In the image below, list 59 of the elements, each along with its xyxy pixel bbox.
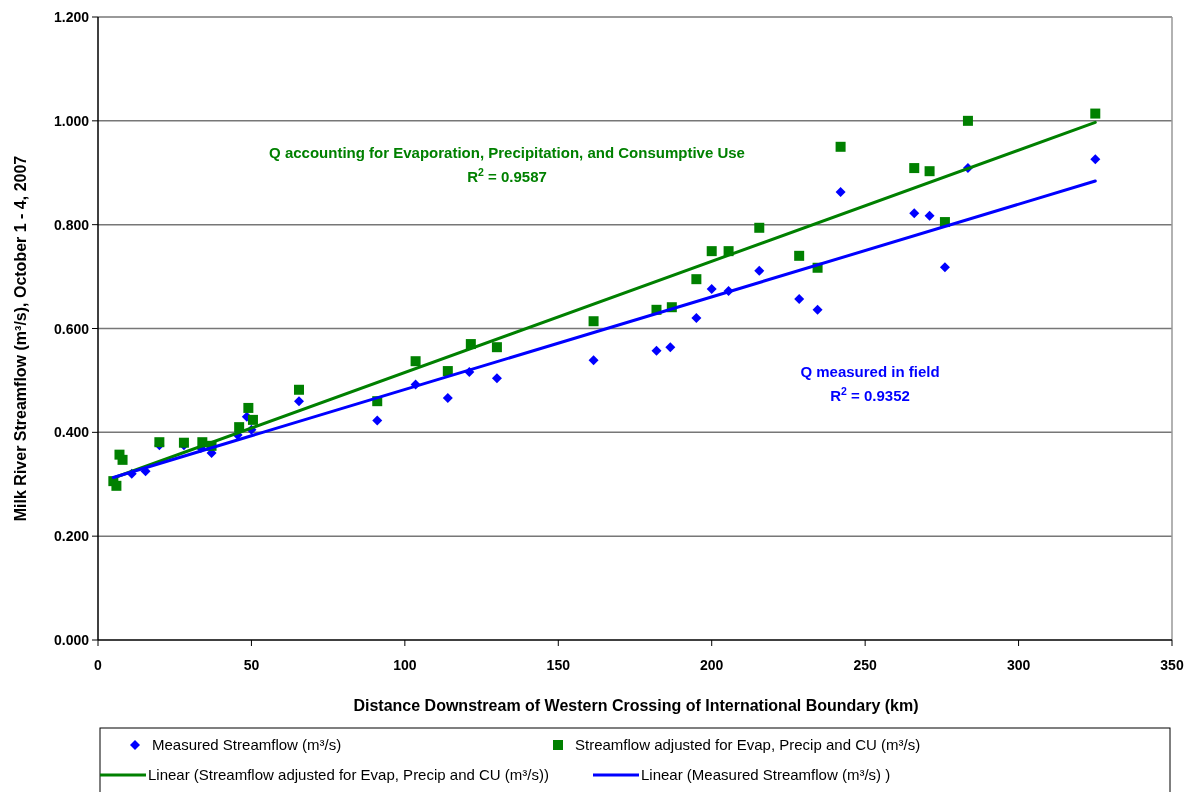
point [706, 246, 717, 257]
x-tick-label: 300 [1006, 657, 1031, 673]
x-tick-label: 100 [393, 657, 417, 673]
point [588, 355, 599, 366]
legend-label: Measured Streamflow (m³/s) [152, 736, 342, 753]
y-tick-label: 0.800 [53, 216, 90, 233]
point [794, 250, 805, 261]
legend-label: Streamflow adjusted for Evap, Precip and CU (m³/s) [575, 736, 921, 753]
legend-label: Linear (Measured Streamflow (m³/s) ) [641, 766, 891, 783]
point [651, 345, 662, 356]
y-axis-title: Milk River Streamflow (m³/s), October 1 - 4, 2007 [12, 155, 29, 522]
point [812, 304, 823, 315]
point [754, 222, 765, 233]
point [835, 141, 846, 152]
point [962, 115, 973, 126]
point [1090, 154, 1101, 165]
x-axis-title: Distance Downstream of Western Crossing of International Boundary (km) [353, 697, 919, 714]
point [491, 373, 502, 384]
x-tick-label: 200 [700, 657, 724, 673]
x-tick-label: 0 [94, 657, 103, 673]
point [491, 342, 502, 353]
point [410, 356, 421, 367]
point [924, 166, 935, 177]
point [835, 186, 846, 197]
y-tick-label: 0.400 [53, 424, 90, 441]
point [293, 384, 304, 395]
annotation: Q measured in field [800, 363, 940, 380]
x-tick-label: 50 [243, 657, 260, 673]
legend-label: Linear (Streamflow adjusted for Evap, Precip and CU (m³/s)) [148, 766, 549, 783]
annotation: R$^{2}$ = 0.9352 [830, 385, 910, 404]
x-tick-label: 250 [853, 657, 878, 673]
point [243, 402, 254, 413]
point [794, 293, 805, 304]
point [588, 316, 599, 327]
annotation: R$^{2}$ = 0.9587 [467, 166, 547, 185]
point [1090, 108, 1101, 119]
point [909, 163, 920, 174]
annotation: Q accounting for Evaporation, Precipitation, and Consumptive Use [269, 144, 745, 161]
point [665, 342, 676, 353]
point [939, 262, 950, 273]
point [924, 210, 935, 221]
point [247, 414, 258, 425]
y-tick-label: 0.600 [53, 320, 90, 337]
point [442, 393, 453, 404]
point [909, 208, 920, 219]
y-tick-label: 1.200 [53, 9, 90, 25]
x-tick-label: 150 [546, 657, 571, 673]
point [691, 313, 702, 324]
y-tick-label: 1.000 [53, 112, 90, 129]
x-tick-label: 350 [1160, 657, 1184, 673]
point [691, 274, 702, 285]
point [117, 454, 128, 465]
point [111, 480, 122, 491]
point [754, 265, 765, 276]
y-tick-label: 0.200 [53, 528, 90, 545]
point [293, 396, 304, 407]
y-tick-label: 0.000 [53, 632, 90, 648]
point [706, 284, 717, 295]
point [372, 415, 383, 426]
